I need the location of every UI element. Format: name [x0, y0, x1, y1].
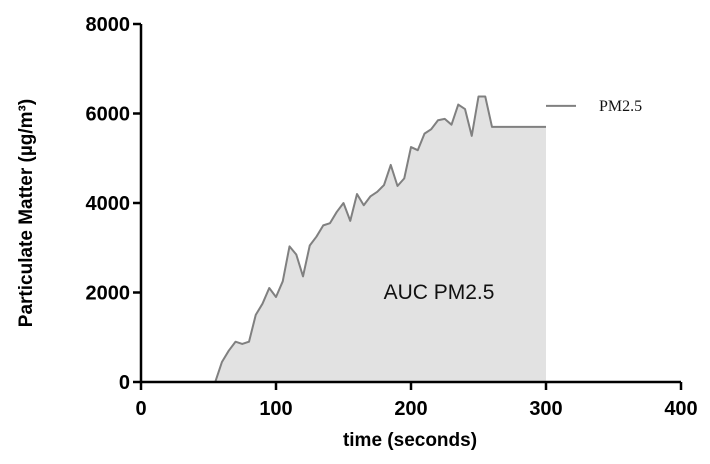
x-tick-label: 100 — [259, 398, 292, 420]
area-fill — [141, 96, 546, 383]
area-layer — [141, 95, 546, 383]
y-axis-title: Particulate Matter (µg/m³) — [16, 99, 37, 327]
series-line-pm25 — [141, 95, 546, 383]
area-annotation: AUC PM2.5 — [384, 281, 495, 304]
x-tick-label: 200 — [394, 398, 427, 420]
x-tick-label: 300 — [529, 398, 562, 420]
x-tick-label: 400 — [664, 398, 697, 420]
y-tick-label: 8000 — [86, 14, 131, 36]
y-tick-label: 6000 — [86, 104, 131, 126]
x-tick-label: 0 — [135, 398, 146, 420]
y-tick-label: 0 — [119, 372, 130, 394]
y-tick-label: 4000 — [86, 193, 131, 215]
ticks: 0 2000 4000 6000 8000 0 100 200 300 400 — [86, 14, 698, 420]
y-tick-label: 2000 — [86, 283, 131, 305]
legend-label: PM2.5 — [599, 98, 642, 115]
x-axis-title: time (seconds) — [343, 430, 477, 451]
